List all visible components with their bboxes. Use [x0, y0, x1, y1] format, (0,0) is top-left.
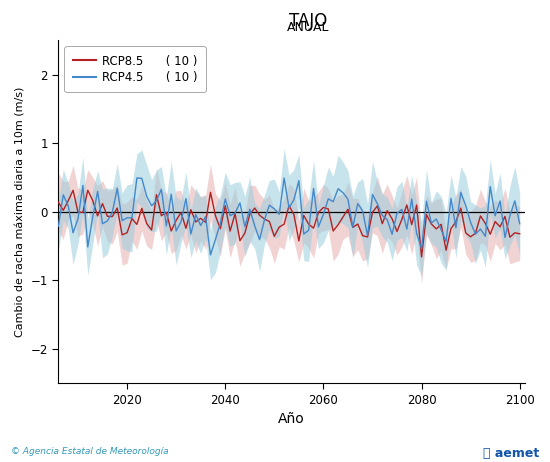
Legend: RCP8.5      ( 10 ), RCP4.5      ( 10 ): RCP8.5 ( 10 ), RCP4.5 ( 10 ) — [64, 46, 206, 92]
Text: © Agencia Estatal de Meteorología: © Agencia Estatal de Meteorología — [11, 448, 169, 456]
Y-axis label: Cambio de racha máxima diaria a 10m (m/s): Cambio de racha máxima diaria a 10m (m/s… — [15, 87, 25, 337]
X-axis label: Año: Año — [278, 412, 305, 426]
Text: Ⓜ aemet: Ⓜ aemet — [483, 447, 539, 460]
Text: ANUAL: ANUAL — [287, 21, 329, 34]
Text: TAJO: TAJO — [289, 12, 327, 30]
